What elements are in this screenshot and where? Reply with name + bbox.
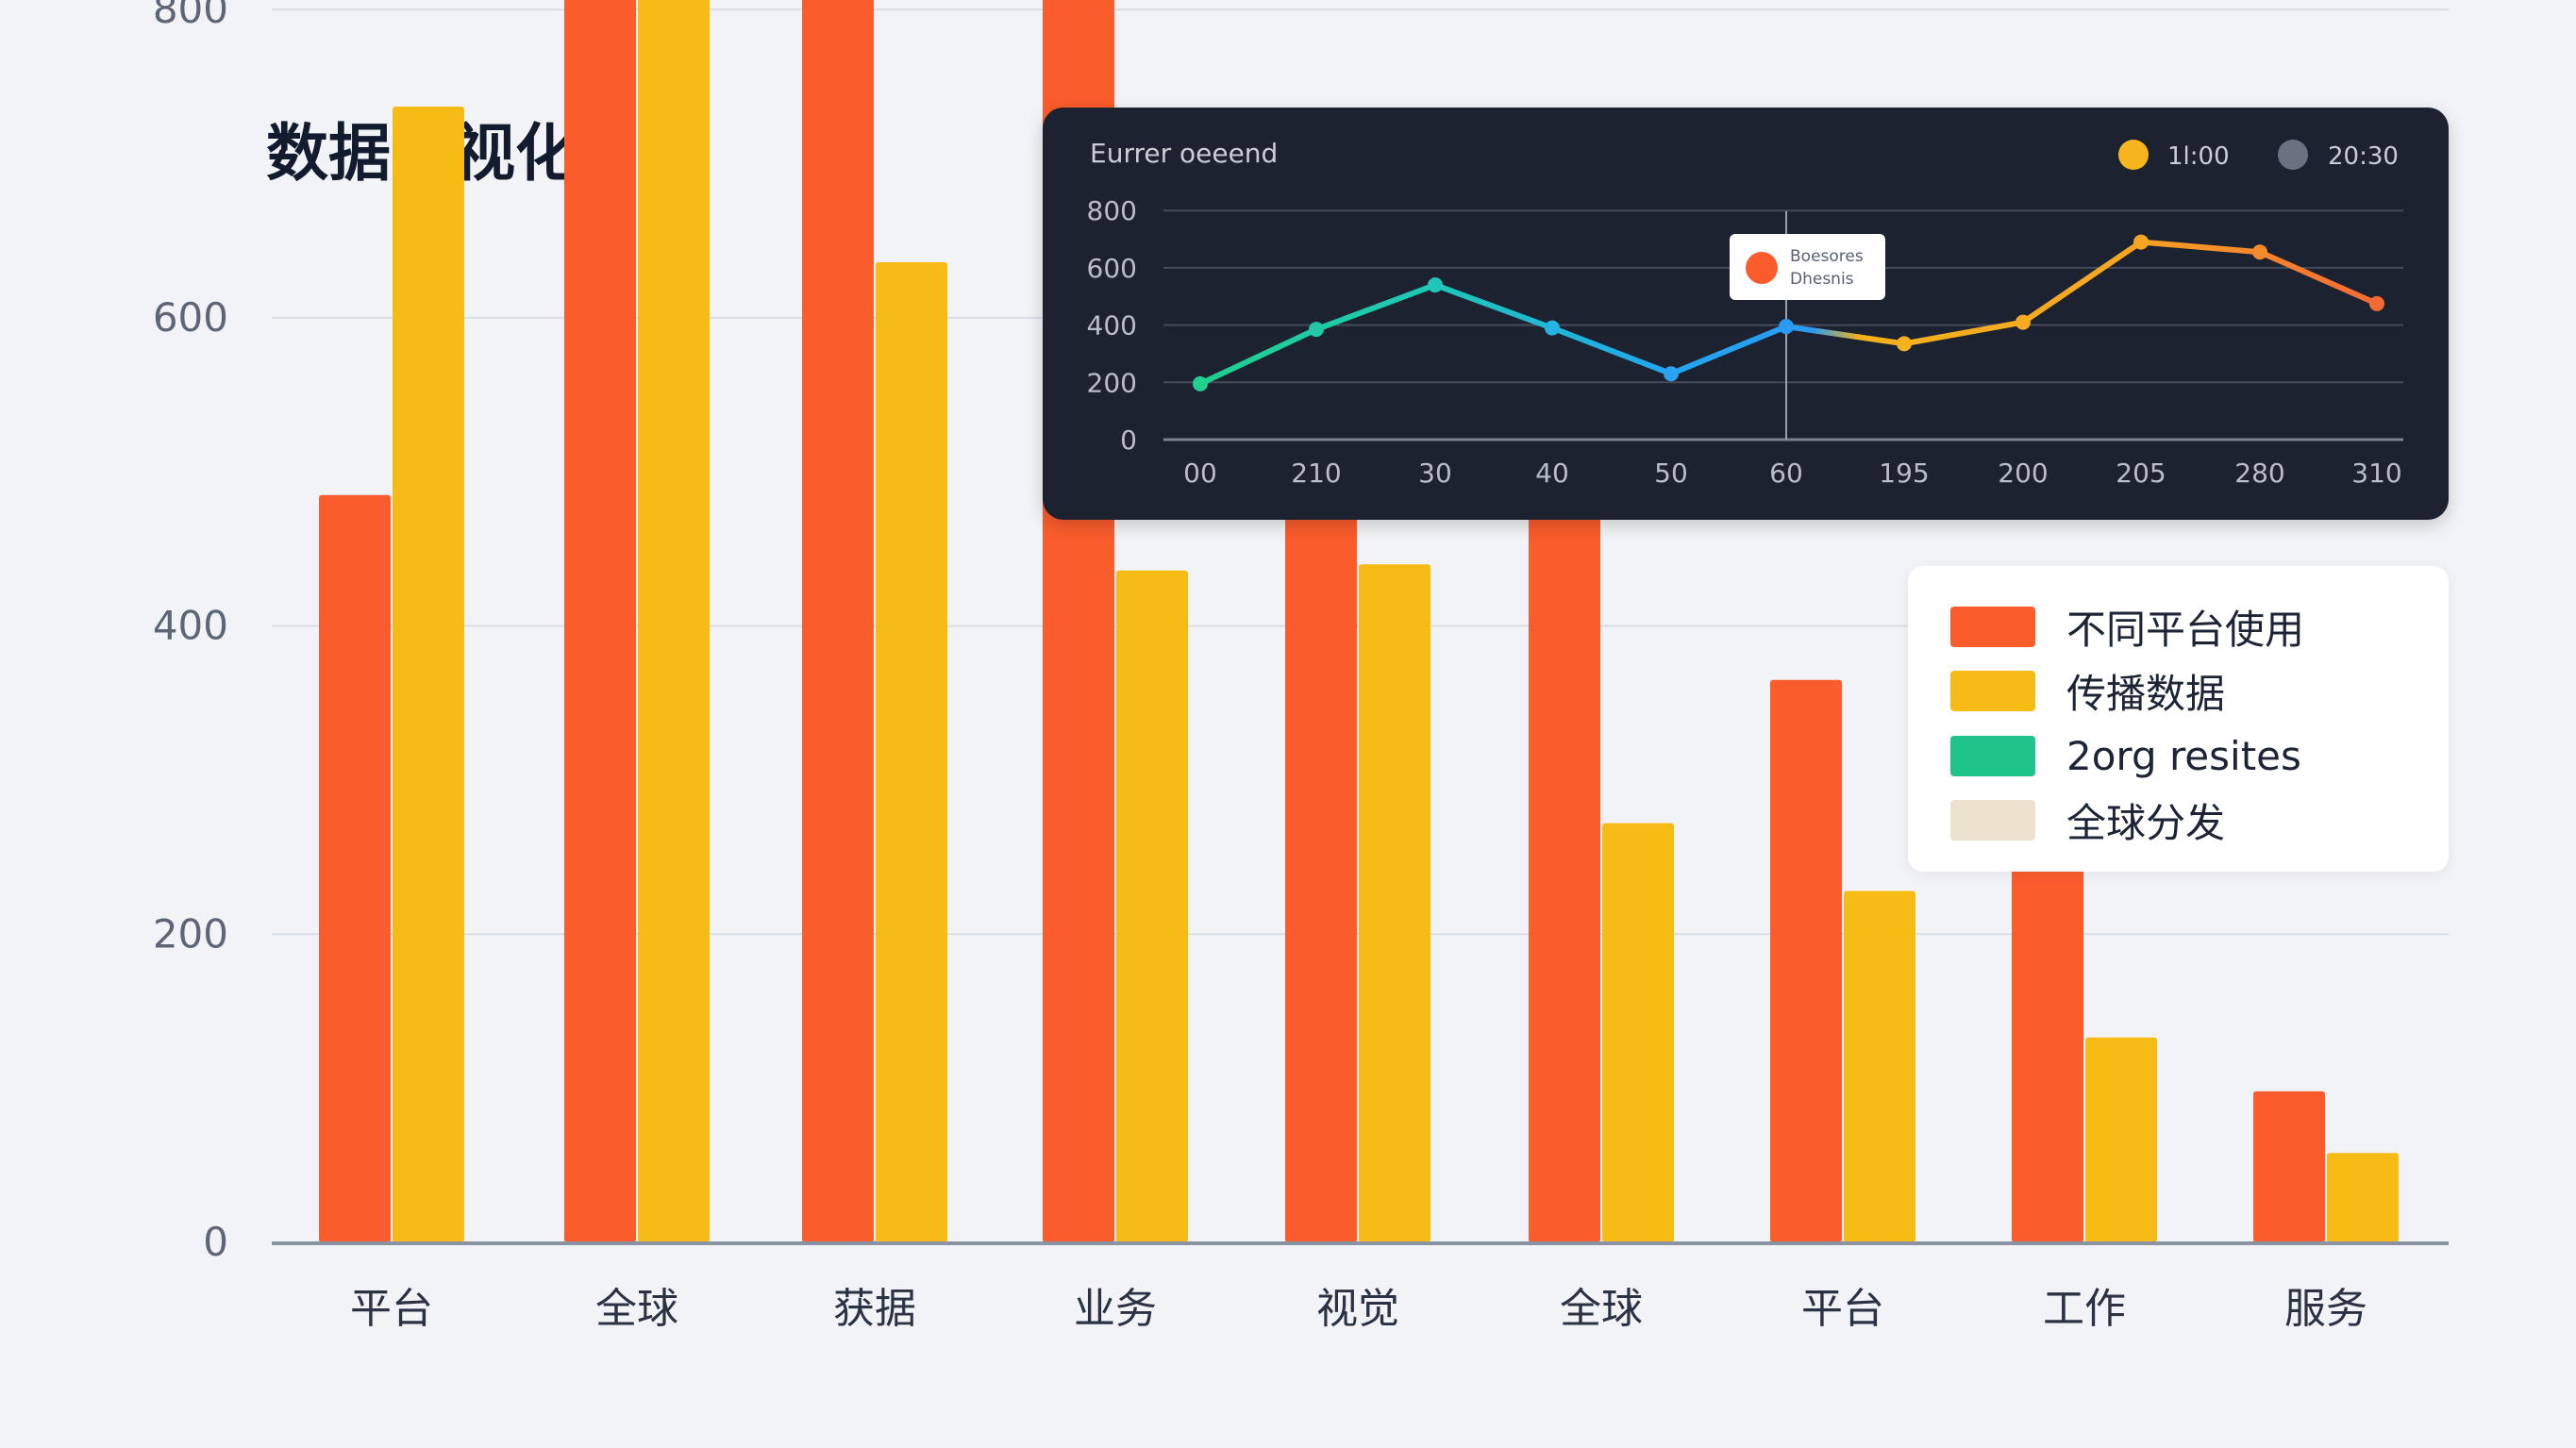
x-tick-label: 视觉 <box>1316 1285 1399 1333</box>
inset-x-tick-label: 280 <box>2234 458 2284 489</box>
line-chart: Eurrer oeeend 1l:00 20:30 0 200 400 600 800 00 21… <box>1087 138 2403 489</box>
legend-swatch-2 <box>1950 735 2035 776</box>
inset-y-tick-label: 400 <box>1087 310 1137 341</box>
x-tick-label: 业务 <box>1074 1285 1157 1333</box>
x-tick-label: 全球 <box>1560 1285 1643 1333</box>
inset-x-tick-label: 210 <box>1291 458 1341 489</box>
x-tick-label: 平台 <box>1801 1285 1884 1333</box>
x-tick-label: 工作 <box>2043 1285 2126 1333</box>
x-tick-label: 全球 <box>595 1285 678 1333</box>
data-point <box>1779 319 1794 335</box>
data-point <box>2133 234 2149 250</box>
x-tick-label: 平台 <box>350 1285 433 1333</box>
bar <box>319 494 391 1242</box>
inset-x-tick-label: 200 <box>1998 458 2048 489</box>
inset-x-tick-label: 30 <box>1418 458 1452 489</box>
legend-swatch-3 <box>1950 800 2035 841</box>
bar <box>393 107 464 1243</box>
inset-x-tick-label: 310 <box>2351 458 2401 489</box>
y-tick-label: 400 <box>153 603 228 649</box>
x-tick-label: 服务 <box>2284 1285 2367 1333</box>
bar <box>1359 564 1430 1242</box>
bar <box>638 0 710 1242</box>
tooltip-text-1: Boesores <box>1790 247 1864 266</box>
bar <box>2085 1037 2157 1242</box>
tooltip-text-2: Dhesnis <box>1790 270 1854 289</box>
data-point <box>1193 375 1208 391</box>
tooltip-icon <box>1746 252 1778 284</box>
y-tick-label: 0 <box>203 1219 228 1265</box>
bar <box>1116 570 1188 1242</box>
legend-item-0: 不同平台使用 <box>1950 594 2449 659</box>
inset-legend-dot <box>2278 140 2308 170</box>
legend-label-3: 全球分发 <box>2066 800 2226 847</box>
inset-y-tick-label: 800 <box>1087 195 1137 226</box>
bar <box>2012 838 2083 1242</box>
inset-x-tick-label: 50 <box>1654 458 1688 489</box>
legend-item-2: 2org resites <box>1950 724 2449 789</box>
bar <box>1602 823 1674 1242</box>
bar <box>1770 679 1842 1242</box>
inset-y-tick-label: 0 <box>1120 424 1137 456</box>
bar <box>2327 1153 2399 1242</box>
legend-label-0: 不同平台使用 <box>2066 606 2305 653</box>
legend-label-1: 传播数据 <box>2066 671 2226 718</box>
legend-card: 不同平台使用 传播数据 2org resites 全球分发 <box>1908 566 2449 872</box>
data-point <box>1428 277 1443 293</box>
inset-title: Eurrer oeeend <box>1090 138 1278 169</box>
data-point <box>1897 336 1912 352</box>
inset-y-tick-label: 600 <box>1087 253 1137 284</box>
legend-swatch-1 <box>1950 671 2035 712</box>
data-point <box>1545 320 1560 336</box>
bar <box>1844 890 1915 1242</box>
inset-x-tick-label: 40 <box>1535 458 1569 489</box>
bar <box>2253 1090 2325 1242</box>
y-tick-label: 600 <box>153 294 228 341</box>
legend-label-2: 2org resites <box>2066 732 2301 779</box>
legend-item-3: 全球分发 <box>1950 789 2449 854</box>
legend-item-1: 传播数据 <box>1950 659 2449 724</box>
y-tick-label: 800 <box>153 0 228 32</box>
y-tick-label: 200 <box>153 910 228 957</box>
data-point <box>2252 244 2267 260</box>
legend-swatch-0 <box>1950 606 2035 647</box>
bar <box>564 0 636 1242</box>
bar <box>1529 336 1600 1242</box>
inset-line-chart-panel: Eurrer oeeend 1l:00 20:30 0 200 400 600 800 00 21… <box>1043 108 2449 520</box>
bar <box>802 0 874 1242</box>
data-point <box>1309 322 1324 338</box>
data-point <box>2369 295 2384 311</box>
inset-legend-dot <box>2118 140 2149 170</box>
data-point <box>2016 314 2031 330</box>
inset-x-tick-label: 205 <box>2116 458 2166 489</box>
inset-x-tick-label: 00 <box>1183 458 1217 489</box>
inset-x-tick-label: 60 <box>1769 458 1803 489</box>
tooltip: Boesores Dhesnis <box>1730 234 1885 300</box>
tooltip-box <box>1730 234 1885 300</box>
data-point <box>1664 366 1679 382</box>
inset-y-tick-label: 200 <box>1087 367 1137 398</box>
bar <box>876 262 947 1242</box>
inset-legend-label: 20:30 <box>2328 142 2399 171</box>
inset-x-tick-label: 195 <box>1879 458 1929 489</box>
inset-legend-label: 1l:00 <box>2167 142 2230 171</box>
x-tick-label: 获据 <box>833 1285 916 1333</box>
